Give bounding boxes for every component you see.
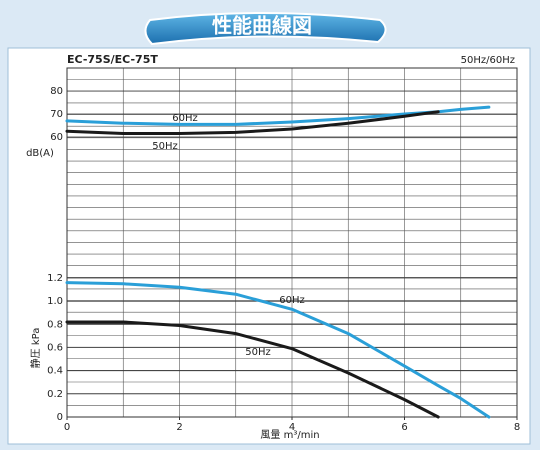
x-tick-label: 0 [64, 422, 70, 433]
y-tick-label: 0 [57, 412, 63, 423]
series-label: 60Hz [172, 113, 198, 124]
y-tick-label: 70 [50, 109, 63, 120]
x-tick-label: 4 [289, 422, 295, 433]
y-tick-label: 1.2 [47, 273, 63, 284]
x-tick-label: 6 [401, 422, 407, 433]
panel [7, 47, 531, 445]
y-tick-label: 0.2 [47, 389, 63, 400]
y-tick-label: 0.4 [47, 366, 63, 377]
y-tick-label: 1.0 [47, 296, 63, 307]
y-tick-label: 80 [50, 86, 63, 97]
y-tick-label: 0.8 [47, 319, 63, 330]
x-axis-label: 風量 m³/min [260, 429, 319, 441]
line [65, 110, 440, 136]
series-label: 50Hz [152, 141, 178, 152]
minor-grid [67, 68, 517, 418]
y-axis-label: dB(A) [26, 148, 54, 159]
title: 性能曲線図 [212, 14, 312, 38]
model: EC-75S/EC-75T [67, 53, 158, 66]
y-axis-label: 静圧 kPa [29, 328, 42, 369]
series-label: 50Hz [245, 347, 271, 358]
y-tick-label: 0.6 [47, 343, 63, 354]
x-tick-label: 8 [514, 422, 520, 433]
y-tick-label: 60 [50, 132, 63, 143]
x-tick-label: 2 [176, 422, 182, 433]
title-banner [144, 12, 387, 46]
line [65, 281, 491, 419]
line [65, 105, 491, 126]
line [65, 320, 440, 419]
series-label: 60Hz [279, 295, 305, 306]
frequency: 50Hz/60Hz [461, 55, 515, 66]
